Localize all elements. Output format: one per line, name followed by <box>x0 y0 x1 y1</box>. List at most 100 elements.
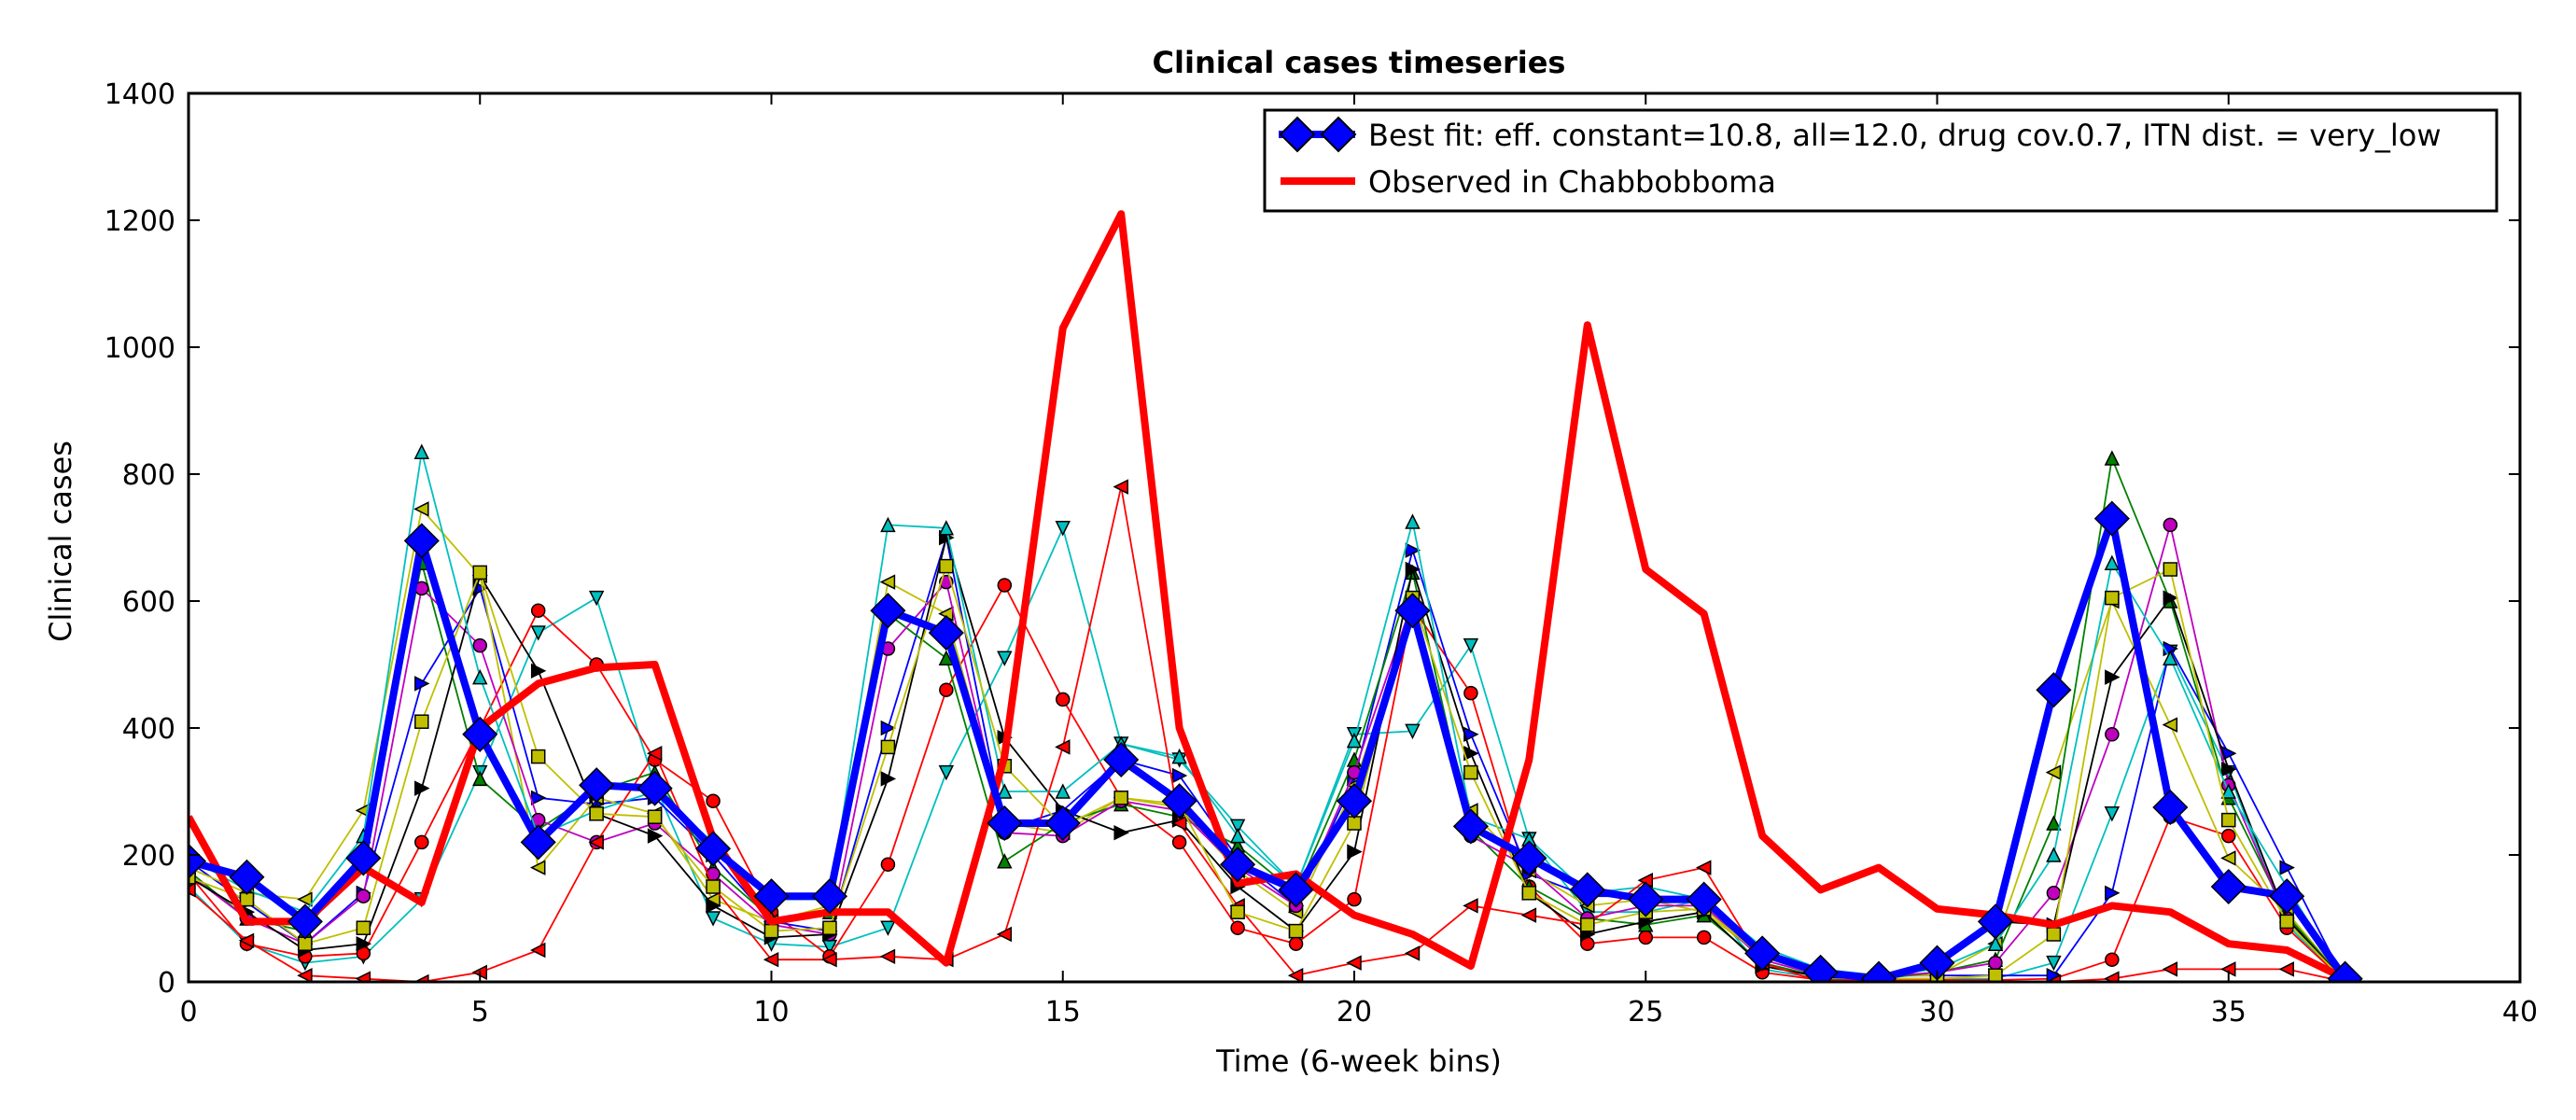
data-point <box>1113 791 1128 805</box>
data-point <box>1346 955 1362 971</box>
data-point <box>2045 764 2062 780</box>
data-point <box>880 771 897 787</box>
y-tick-label: 200 <box>122 840 175 873</box>
data-point <box>297 891 313 907</box>
series-line <box>189 485 2345 982</box>
data-point <box>1463 685 1478 701</box>
data-point <box>1229 819 1246 835</box>
data-point <box>2221 761 2237 777</box>
data-point <box>1347 891 1362 907</box>
data-point <box>1170 815 1187 832</box>
data-point <box>356 889 371 903</box>
data-point <box>472 668 488 685</box>
x-tick-label: 20 <box>1337 996 1372 1029</box>
x-tick-label: 25 <box>1628 996 1663 1029</box>
data-point <box>462 716 498 752</box>
data-point <box>928 614 964 651</box>
data-point <box>2046 815 2062 831</box>
data-point <box>2327 960 2363 982</box>
data-point <box>2036 672 2072 708</box>
data-point <box>1463 898 1478 914</box>
plot-area <box>189 210 2363 982</box>
data-point <box>1287 967 1304 982</box>
data-point <box>229 859 265 895</box>
x-axis-label: Time (6-week bins) <box>1215 1043 1502 1079</box>
data-point <box>997 783 1013 799</box>
data-point <box>1405 513 1421 529</box>
data-point <box>2105 669 2121 685</box>
data-point <box>2105 727 2120 742</box>
data-point <box>1288 923 1304 939</box>
data-point <box>414 834 429 850</box>
x-tick-label: 15 <box>1045 996 1081 1029</box>
data-point <box>1686 881 1722 917</box>
data-point <box>472 770 488 787</box>
data-point <box>706 793 721 808</box>
series-line <box>189 537 2346 982</box>
data-point <box>413 973 429 982</box>
data-point <box>1288 936 1304 951</box>
data-point <box>238 932 255 949</box>
data-point <box>1860 960 1897 982</box>
data-point <box>2093 500 2130 537</box>
x-tick-label: 30 <box>1919 996 1954 1029</box>
data-point <box>530 860 546 875</box>
data-point <box>1628 881 1664 917</box>
data-point <box>530 663 547 679</box>
data-point <box>705 911 721 927</box>
data-point <box>880 920 896 936</box>
data-point <box>414 676 430 692</box>
data-point <box>287 903 323 940</box>
data-point <box>1405 542 1421 558</box>
data-point <box>1113 824 1129 841</box>
data-point <box>588 590 605 607</box>
data-point <box>1171 748 1187 764</box>
data-point <box>938 520 955 536</box>
data-point <box>1696 860 1712 875</box>
series-line <box>189 584 2346 982</box>
data-point <box>880 720 897 736</box>
data-point <box>2046 955 2062 972</box>
data-point <box>1452 808 1489 845</box>
data-point <box>1405 561 1421 578</box>
data-point <box>2045 973 2062 982</box>
data-point <box>297 967 313 982</box>
data-point <box>530 603 546 618</box>
data-point <box>530 942 546 959</box>
data-point <box>2221 812 2236 828</box>
data-point <box>997 578 1013 593</box>
data-point <box>520 824 556 861</box>
series-sim-red-thin <box>189 479 2353 982</box>
data-point <box>939 682 954 697</box>
y-tick-label: 600 <box>122 586 175 619</box>
data-point <box>345 840 382 876</box>
data-point <box>413 443 430 459</box>
data-point <box>579 767 615 804</box>
data-point <box>1103 741 1140 778</box>
data-point <box>997 853 1013 869</box>
data-point <box>880 739 896 755</box>
series-line <box>189 565 2346 982</box>
data-point <box>2105 952 2120 967</box>
data-point <box>1161 783 1197 819</box>
data-point <box>939 558 954 574</box>
chart-title: Clinical cases timeseries <box>1153 45 1566 80</box>
x-tick-label: 40 <box>2502 996 2538 1029</box>
data-point <box>2163 562 2178 577</box>
data-point <box>694 831 732 867</box>
y-tick-label: 1200 <box>105 205 175 238</box>
data-point <box>706 866 721 882</box>
data-point <box>2104 971 2120 982</box>
legend-label-best-fit: Best fit: eff. constant=10.8, all=12.0, … <box>1368 118 2442 153</box>
x-tick-label: 0 <box>179 996 197 1029</box>
data-point <box>880 857 896 872</box>
data-point <box>996 926 1013 943</box>
data-point <box>189 870 196 885</box>
data-point <box>1463 764 1478 780</box>
data-point <box>2220 783 2236 799</box>
data-point <box>2279 914 2294 930</box>
y-axis-label: Clinical cases <box>43 441 78 642</box>
data-point <box>647 828 664 844</box>
data-point <box>189 882 196 898</box>
